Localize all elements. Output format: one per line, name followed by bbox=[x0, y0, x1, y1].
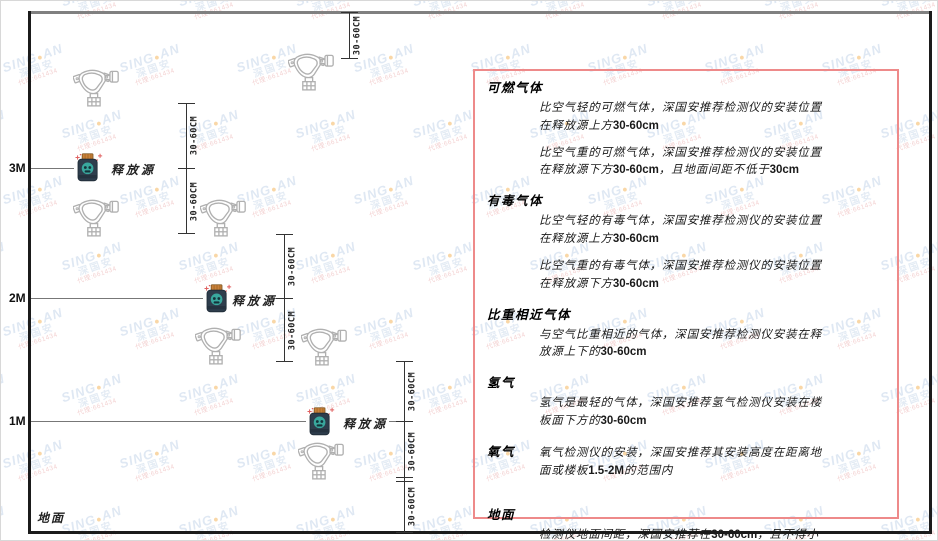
dimension-tick bbox=[276, 234, 293, 235]
dimension-tick bbox=[396, 481, 413, 482]
section-paragraph: 比空气重的有毒气体，深国安推荐检测仪的安装位置在释放源下方30-60cm bbox=[539, 259, 822, 290]
gas-detector-icon bbox=[288, 51, 334, 91]
height-label-2m: 2M bbox=[9, 291, 26, 305]
panel-section-ground: 地面 检测仪地面间距，深国安推荐在30-60cm，且不得小于30cm，因为过低容… bbox=[487, 504, 885, 541]
dimension-tick bbox=[396, 421, 413, 422]
dimension-tick bbox=[396, 477, 413, 478]
section-heading: 可燃气体 bbox=[487, 81, 544, 95]
section-paragraph: 氢气是最轻的气体，深国安推荐氢气检测仪安装在楼板面下方的30-60cm bbox=[539, 397, 822, 427]
dimension-label: 30-60CM bbox=[407, 371, 418, 412]
gas-detector-icon bbox=[298, 440, 344, 480]
gas-detector-icon bbox=[200, 197, 246, 237]
right-wall bbox=[929, 11, 932, 534]
section-paragraph: 氧气检测仪的安装，深国安推荐其安装高度在距离地面或楼板1.5-2M的范围内 bbox=[539, 446, 822, 477]
panel-section-hydrogen: 氢气 氢气是最轻的气体，深国安推荐氢气检测仪安装在楼板面下方的30-60cm bbox=[487, 372, 885, 431]
dimension-label: 30-60CM bbox=[287, 246, 298, 287]
dimension-tick bbox=[178, 168, 195, 169]
gas-detector-icon bbox=[73, 67, 119, 107]
section-paragraph: 比空气轻的可燃气体，深国安推荐检测仪的安装位置在释放源上方30-60cm bbox=[539, 102, 822, 132]
level-line-2m bbox=[31, 298, 203, 299]
section-paragraph: 比空气重的可燃气体，深国安推荐检测仪的安装位置在释放源下方30-60cm，且地面… bbox=[539, 146, 822, 177]
dimension-label: 30-60CM bbox=[407, 486, 418, 527]
dimension-label: 30-60CM bbox=[189, 181, 200, 222]
panel-section-toxic: 有毒气体 比空气轻的有毒气体，深国安推荐检测仪的安装位置在释放源上方30-60c… bbox=[487, 190, 885, 293]
dimension-label: 30-60CM bbox=[287, 310, 298, 351]
ceiling-line bbox=[29, 11, 931, 14]
dimension-tick bbox=[341, 12, 358, 13]
section-paragraph: 比空气轻的有毒气体，深国安推荐检测仪的安装位置在释放源上方30-60cm bbox=[539, 215, 822, 246]
dimension-tick bbox=[276, 361, 293, 362]
section-heading: 比重相近气体 bbox=[487, 307, 572, 322]
height-label-1m: 1M bbox=[9, 414, 26, 428]
release-source-label: 释放源 bbox=[111, 163, 157, 177]
level-line-1m bbox=[31, 421, 306, 422]
panel-section-oxygen: 氧气 氧气检测仪的安装，深国安推荐其安装高度在距离地面或楼板1.5-2M的范围内 bbox=[487, 441, 885, 481]
section-heading: 氧气 bbox=[487, 444, 516, 459]
dimension-label: 30-60CM bbox=[407, 431, 418, 472]
section-paragraph: 与空气比重相近的气体，深国安推荐检测仪安装在释放源上下的30-60cm bbox=[539, 328, 822, 359]
left-wall bbox=[28, 11, 31, 534]
dimension-tick bbox=[178, 233, 195, 234]
level-line-3m bbox=[31, 168, 74, 169]
release-source-icon bbox=[202, 284, 232, 313]
height-label-3m: 3M bbox=[9, 161, 26, 175]
section-heading: 有毒气体 bbox=[487, 194, 544, 209]
release-source-icon bbox=[305, 407, 335, 436]
dimension-label: 30-60CM bbox=[352, 15, 363, 56]
ground-line bbox=[29, 531, 932, 534]
info-panel: 可燃气体 比空气轻的可燃气体，深国安推荐检测仪的安装位置在释放源上方30-60c… bbox=[473, 69, 899, 540]
release-source-label: 释放源 bbox=[343, 417, 389, 431]
gas-detector-icon bbox=[301, 326, 347, 366]
panel-section-combustible: 可燃气体 比空气轻的可燃气体，深国安推荐检测仪的安装位置在释放源上方30-60c… bbox=[487, 77, 885, 180]
section-heading: 氢气 bbox=[487, 376, 516, 391]
section-paragraph: 检测仪地面间距，深国安推荐在30-60cm，且不得小于30cm，因为过低容易水溅… bbox=[539, 529, 819, 541]
release-source-label: 释放源 bbox=[232, 294, 278, 308]
gas-detector-icon bbox=[73, 197, 119, 237]
dimension-line-1m bbox=[404, 361, 405, 533]
panel-section-similar-density: 比重相近气体 与空气比重相近的气体，深国安推荐检测仪安装在释放源上下的30-60… bbox=[487, 304, 885, 363]
dimension-label: 30-60CM bbox=[189, 115, 200, 156]
dimension-tick bbox=[396, 361, 413, 362]
dimension-tick bbox=[276, 298, 293, 299]
dimension-tick bbox=[396, 532, 413, 533]
section-heading: 地面 bbox=[487, 508, 516, 523]
release-source-icon bbox=[73, 153, 103, 182]
ground-label: 地面 bbox=[37, 511, 66, 525]
dimension-tick bbox=[341, 58, 358, 59]
gas-detector-icon bbox=[195, 325, 241, 365]
dimension-tick bbox=[178, 103, 195, 104]
dimension-line-ceiling bbox=[349, 12, 350, 59]
